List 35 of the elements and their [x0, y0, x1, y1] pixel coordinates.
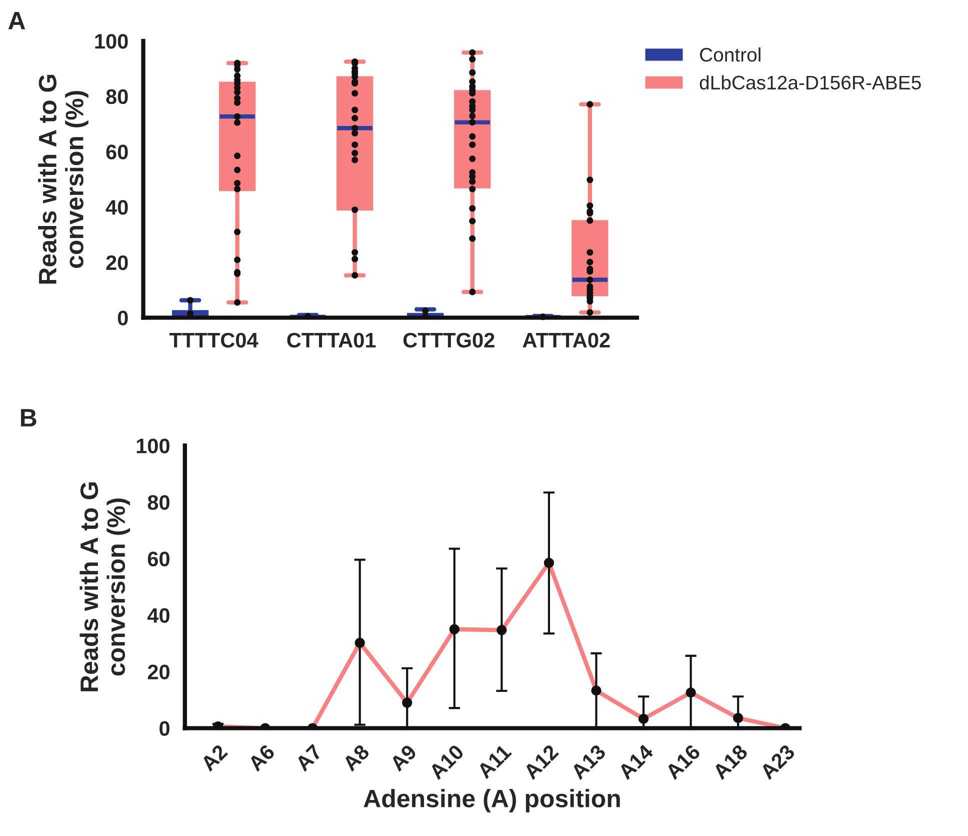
x-tick-label: A8 [342, 744, 370, 772]
y-tick-label: 60 [148, 552, 170, 566]
x-axis-title: Adensine (A) position [364, 789, 620, 812]
x-tick-label: A11 [476, 744, 512, 780]
y-tick-label: 80 [106, 89, 128, 104]
legend-label: Control [700, 47, 760, 62]
y-tick-label: 20 [148, 664, 170, 680]
legend-label: dLbCas12a-D156R-ABE5 [700, 75, 921, 90]
y-tick-label: 100 [136, 438, 170, 454]
x-tick-label: CTTTG02 [403, 332, 494, 348]
y-tick-label: 80 [148, 495, 170, 510]
x-tick-label: A12 [522, 744, 560, 780]
x-tick-label: A23 [759, 744, 796, 780]
x-tick-label: A9 [389, 744, 418, 772]
y-axis-title: Reads with A to G conversion (%) [38, 74, 88, 284]
x-tick-label: A2 [200, 744, 228, 772]
text: A [8, 12, 26, 30]
y-tick-label: 20 [106, 255, 128, 270]
y-tick-label: 0 [160, 721, 170, 736]
x-tick-label: A6 [247, 744, 276, 772]
y-tick-label: 60 [106, 144, 128, 160]
x-tick-label: ATTTA02 [522, 332, 610, 348]
x-tick-label: A7 [294, 744, 323, 772]
text: B [21, 409, 36, 426]
x-tick-label: TTTTC04 [169, 332, 258, 348]
y-tick-label: 100 [95, 34, 128, 49]
y-axis-title: Reads with A to G conversion (%) [80, 482, 130, 692]
x-tick-label: A13 [570, 744, 607, 780]
x-tick-label: A18 [712, 744, 748, 780]
y-tick-label: 0 [118, 310, 128, 326]
y-tick-label: 40 [106, 200, 128, 215]
x-tick-label: CTTTA01 [287, 332, 376, 348]
y-tick-label: 40 [147, 608, 170, 623]
x-tick-label: A10 [428, 744, 465, 780]
x-tick-label: A16 [664, 744, 702, 780]
